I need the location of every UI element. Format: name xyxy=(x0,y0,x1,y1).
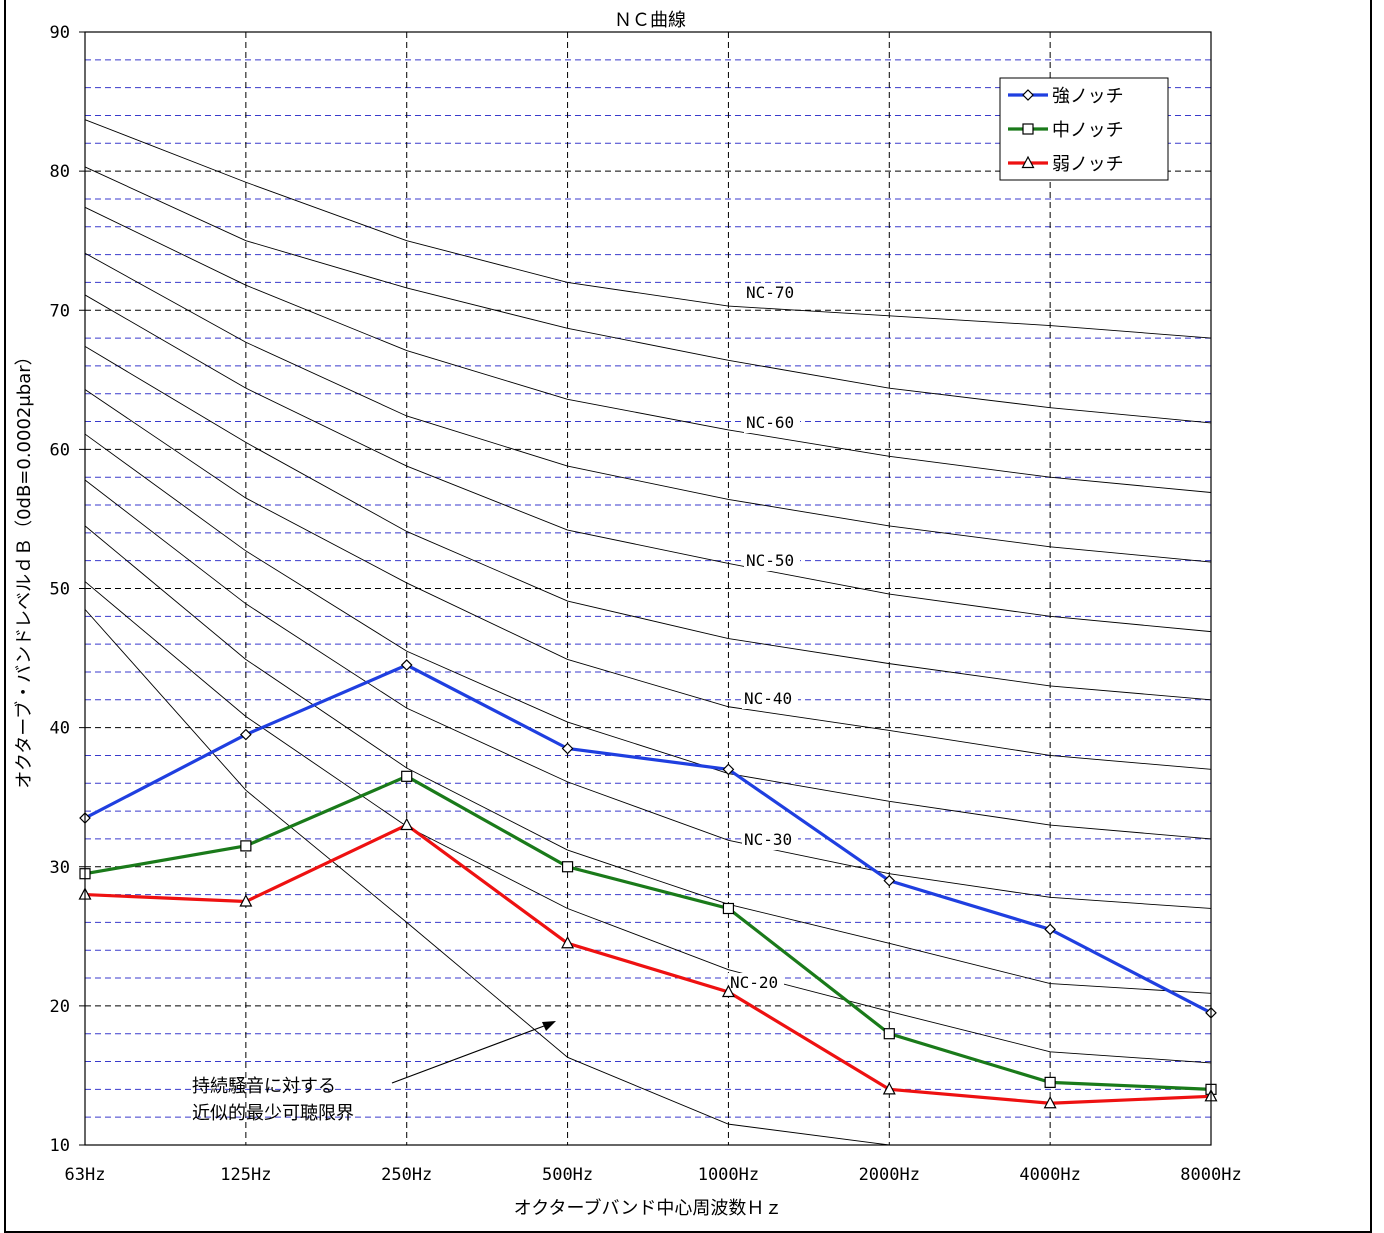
series-2 xyxy=(79,770,1217,1095)
annotation-arrow-line xyxy=(391,1022,553,1084)
data-point xyxy=(882,1082,896,1095)
nc-curve xyxy=(84,581,1212,1064)
nc-curve xyxy=(84,479,1212,909)
data-point xyxy=(722,763,735,776)
x-tick-label: 125Hz xyxy=(220,1165,271,1185)
series-line xyxy=(84,823,1212,1105)
data-point xyxy=(561,935,575,949)
nc-label-nc-50: NC-50 xyxy=(746,551,794,570)
data-point xyxy=(1043,1095,1057,1109)
x-tick-label: 4000Hz xyxy=(1019,1165,1080,1185)
y-tick-label: 70 xyxy=(50,301,70,321)
data-point xyxy=(400,659,413,671)
data-point xyxy=(883,874,896,887)
nc-label-bg xyxy=(744,551,800,571)
legend-marker xyxy=(1022,89,1034,101)
nc-label-nc-40: NC-40 xyxy=(744,689,792,708)
nc-curve xyxy=(84,119,1212,339)
data-point xyxy=(400,817,414,831)
x-tick-label: 8000Hz xyxy=(1180,1165,1241,1185)
data-point xyxy=(401,770,413,782)
y-tick-label: 50 xyxy=(50,580,70,600)
data-point xyxy=(1044,923,1056,936)
legend-label: 中ノッチ xyxy=(1052,120,1124,141)
y-tick-label: 90 xyxy=(50,23,70,43)
x-tick-label: 500Hz xyxy=(542,1165,593,1185)
annotation-line2: 近似的最少可聴限界 xyxy=(192,1103,354,1124)
nc-curve xyxy=(84,166,1212,424)
chart-title: ＮＣ曲線 xyxy=(614,10,686,31)
y-axis-title: オクターブ・バンドレベルｄＢ（0dB=0.0002μbar） xyxy=(13,347,35,788)
chart-frame xyxy=(4,0,1372,1233)
x-tick-label: 1000Hz xyxy=(698,1165,759,1185)
nc-label-bg xyxy=(742,689,798,709)
nc-curve xyxy=(84,294,1212,633)
data-point xyxy=(240,840,252,852)
y-tick-label: 20 xyxy=(50,997,70,1017)
x-tick-label: 63Hz xyxy=(65,1165,106,1185)
nc-curve xyxy=(84,389,1212,770)
nc-curve xyxy=(84,346,1212,701)
data-point xyxy=(883,1028,895,1040)
nc-label-bg xyxy=(744,283,800,303)
legend-marker xyxy=(1022,123,1034,135)
data-point xyxy=(561,861,574,873)
nc-label-nc-20: NC-20 xyxy=(730,973,778,992)
legend-label: 弱ノッチ xyxy=(1052,154,1124,175)
data-point xyxy=(722,902,735,915)
nc-curve xyxy=(84,206,1212,493)
data-point xyxy=(240,728,252,741)
series-line xyxy=(84,774,1212,1091)
nc-curve xyxy=(84,609,890,1146)
nc-curve xyxy=(84,433,1212,840)
nc-label-nc-60: NC-60 xyxy=(746,413,794,432)
y-tick-label: 10 xyxy=(50,1136,70,1156)
y-tick-label: 30 xyxy=(50,858,70,878)
nc-label-bg xyxy=(742,830,798,850)
annotation-arrowhead xyxy=(542,1021,556,1031)
nc-label-nc-30: NC-30 xyxy=(744,830,792,849)
annotation-line1: 持続騒音に対する xyxy=(192,1076,336,1097)
legend-label: 強ノッチ xyxy=(1052,86,1124,107)
series-1 xyxy=(79,659,1217,1019)
data-point xyxy=(721,984,735,998)
series-3 xyxy=(78,817,1218,1109)
x-tick-label: 250Hz xyxy=(381,1165,432,1185)
nc-label-bg xyxy=(744,413,800,433)
nc-curve xyxy=(84,252,1212,563)
y-tick-label: 60 xyxy=(50,440,70,460)
x-tick-label: 2000Hz xyxy=(859,1165,920,1185)
nc-label-bg xyxy=(728,973,784,993)
data-point xyxy=(561,742,574,755)
annotation: 持続騒音に対する 近似的最少可聴限界 xyxy=(192,1021,556,1124)
legend-marker xyxy=(1021,155,1035,169)
data-point xyxy=(1044,1076,1056,1088)
x-axis-title: オクターブバンド中心周波数Ｈｚ xyxy=(514,1197,783,1219)
y-tick-label: 40 xyxy=(50,719,70,739)
nc-label-nc-70: NC-70 xyxy=(746,283,794,302)
series-line xyxy=(84,663,1212,1015)
nc-curve xyxy=(84,525,1212,994)
y-tick-label: 80 xyxy=(50,162,70,182)
data-point xyxy=(239,894,253,907)
